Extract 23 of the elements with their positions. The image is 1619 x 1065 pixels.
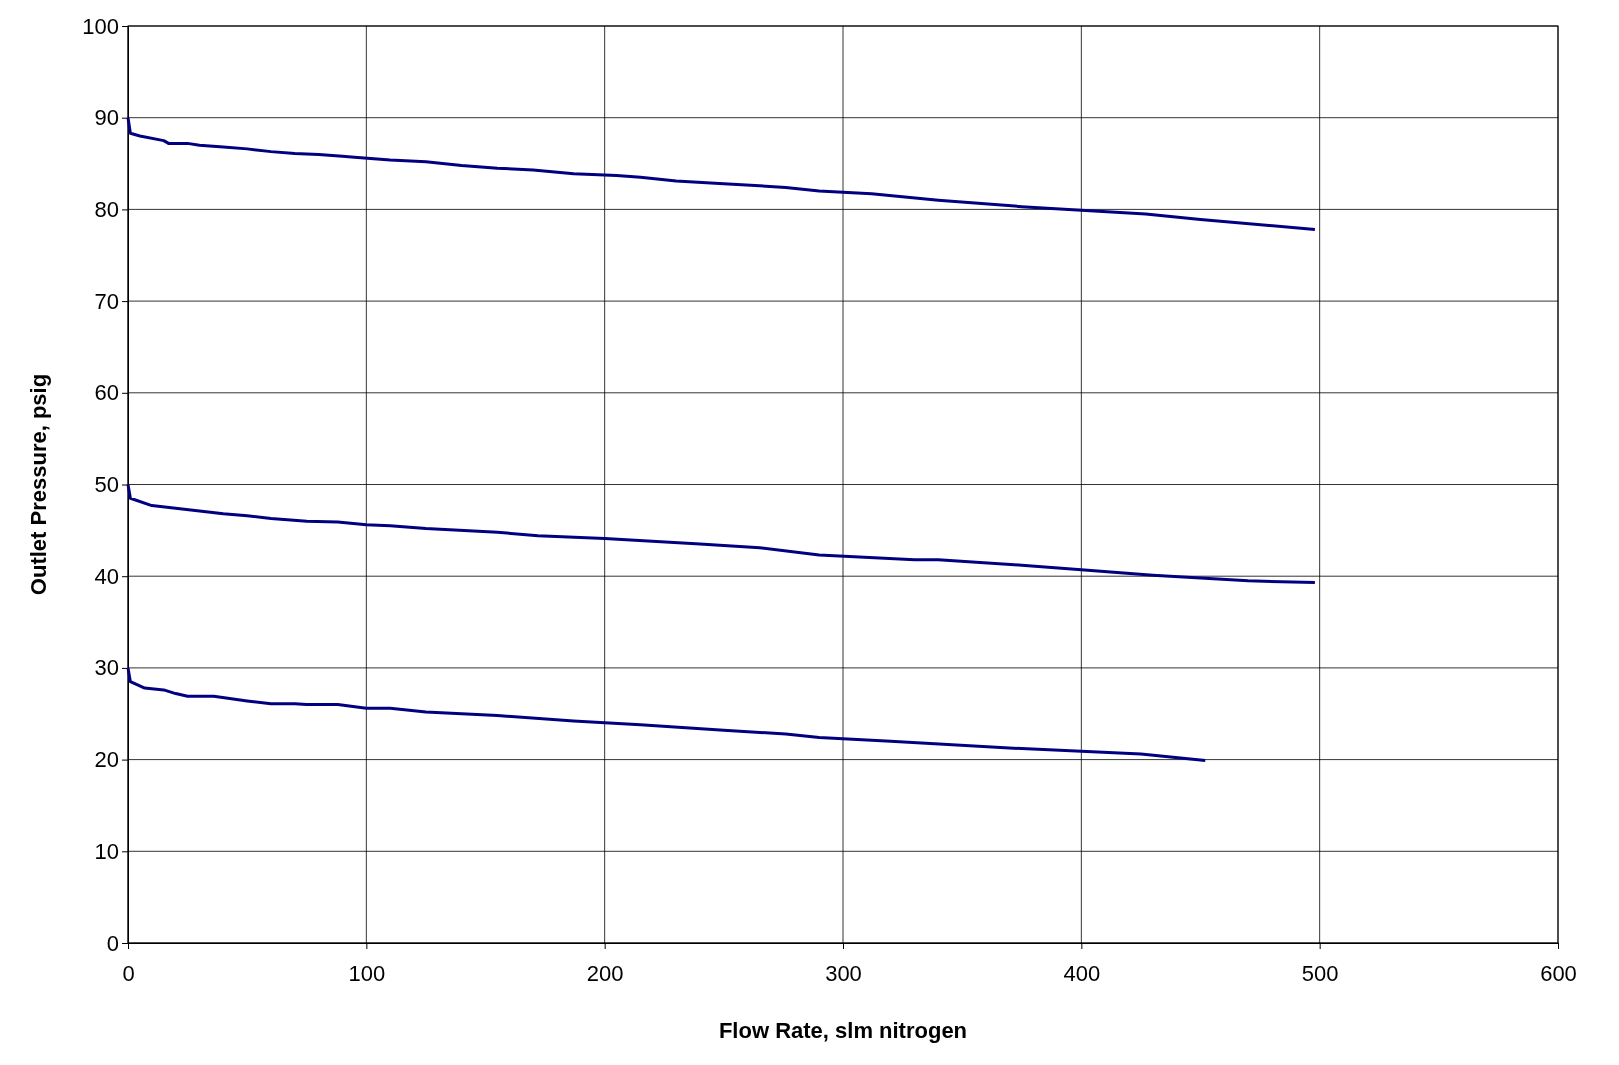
y-axis-title: Outlet Pressure, psig (26, 373, 51, 596)
x-axis-title: Flow Rate, slm nitrogen (718, 1018, 968, 1043)
x-tick-label: 200 (586, 960, 624, 986)
y-tick-label: 70 (94, 288, 119, 314)
x-tick-label: 600 (1540, 960, 1577, 986)
y-tick-label: 40 (94, 563, 119, 589)
y-tick-label: 20 (94, 747, 119, 773)
x-tick-label: 500 (1301, 960, 1339, 986)
y-tick-label: 30 (94, 655, 119, 681)
x-tick-label: 400 (1063, 960, 1101, 986)
y-tick-label: 100 (82, 13, 119, 39)
y-tick-label: 50 (94, 472, 119, 498)
line-series (126, 483, 1317, 585)
x-tick-label: 300 (825, 960, 862, 986)
x-tick-label: 100 (348, 960, 386, 986)
y-tick-label: 60 (94, 380, 119, 406)
y-tick-label: 10 (94, 838, 119, 864)
y-tick-label: 80 (94, 196, 119, 222)
line-series (126, 116, 1317, 232)
line-series (126, 666, 1207, 763)
x-tick-label: 0 (122, 960, 135, 986)
y-tick-label: 0 (106, 930, 119, 956)
y-tick-label: 90 (94, 105, 119, 131)
